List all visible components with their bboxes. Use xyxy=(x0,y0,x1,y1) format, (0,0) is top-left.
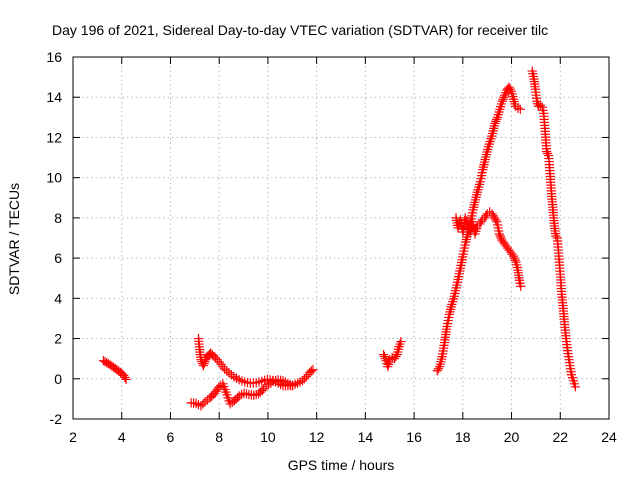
y-tick-label-6: 6 xyxy=(54,250,62,266)
data-point-track-f-35 xyxy=(476,217,486,227)
data-point-track-b-11 xyxy=(198,361,208,371)
grid-layer xyxy=(73,57,609,419)
data-point-track-e-94 xyxy=(492,114,502,124)
series-track-d xyxy=(379,336,406,372)
series-track-g xyxy=(527,66,580,392)
data-point-track-c-51 xyxy=(287,381,297,391)
data-point-track-g-14 xyxy=(535,100,545,110)
data-point-track-e-101 xyxy=(497,96,507,106)
x-tick-label-22: 22 xyxy=(552,429,568,445)
data-point-track-g-13 xyxy=(533,101,543,111)
data-point-track-g-31 xyxy=(543,148,553,159)
x-tick-label-20: 20 xyxy=(504,429,520,445)
data-point-track-e-1 xyxy=(433,364,444,374)
x-axis-title: GPS time / hours xyxy=(288,457,395,473)
y-tick-label-16: 16 xyxy=(46,49,62,65)
x-tick-label-8: 8 xyxy=(215,429,223,445)
data-point-track-b-27 xyxy=(222,366,232,376)
y-tick-label-0: 0 xyxy=(54,371,62,387)
y-tick-label-10: 10 xyxy=(46,170,62,186)
y-tick-label-4: 4 xyxy=(54,290,62,306)
data-point-track-a-2 xyxy=(102,358,112,368)
y-tick-label-14: 14 xyxy=(46,89,62,105)
x-tick-label-10: 10 xyxy=(260,429,276,445)
y-tick-label-2: 2 xyxy=(54,331,62,347)
data-point-track-c-13 xyxy=(212,384,222,394)
data-point-track-d-17 xyxy=(396,336,406,347)
data-point-track-b-13 xyxy=(200,357,210,367)
x-tick-label-14: 14 xyxy=(358,429,374,445)
y-tick-label-8: 8 xyxy=(54,210,62,226)
data-point-track-e-93 xyxy=(491,116,501,126)
data-point-track-a-1 xyxy=(100,357,110,367)
x-tick-label-2: 2 xyxy=(69,429,77,445)
data-point-track-f-44 xyxy=(491,215,501,225)
series-track-f xyxy=(451,207,526,291)
x-tick-label-12: 12 xyxy=(309,429,325,445)
series-track-b xyxy=(193,333,318,391)
data-point-track-b-12 xyxy=(199,359,209,369)
y-axis-title: SDTVAR / TECUs xyxy=(6,183,22,295)
label-layer: Day 196 of 2021, Sidereal Day-to-day VTE… xyxy=(6,22,548,473)
data-point-track-b-61 xyxy=(306,366,316,376)
chart-title: Day 196 of 2021, Sidereal Day-to-day VTE… xyxy=(52,22,548,38)
x-tick-label-6: 6 xyxy=(167,429,175,445)
data-point-track-g-61 xyxy=(551,231,561,241)
data-point-track-b-57 xyxy=(299,374,310,384)
y-tick-label-12: 12 xyxy=(46,129,62,145)
data-point-track-b-56 xyxy=(297,376,308,386)
data-point-track-g-30 xyxy=(542,146,552,157)
data-point-track-f-50 xyxy=(495,231,505,241)
data-point-track-b-19 xyxy=(207,350,217,360)
data-point-track-d-1 xyxy=(379,352,390,362)
data-point-track-f-49 xyxy=(494,229,504,239)
data-point-track-f-72 xyxy=(516,281,526,291)
data-point-track-c-5 xyxy=(198,399,208,409)
data-point-track-e-109 xyxy=(505,84,515,94)
data-point-track-f-62 xyxy=(510,255,520,265)
data-point-track-e-103 xyxy=(499,92,509,102)
data-point-track-b-62 xyxy=(308,365,318,375)
data-point-track-a-13 xyxy=(120,372,130,382)
axis-layer xyxy=(72,56,610,420)
data-point-track-d-0 xyxy=(379,350,389,360)
data-point-track-f-60 xyxy=(508,251,519,261)
data-point-track-g-113 xyxy=(570,382,580,392)
data-point-track-a-14 xyxy=(121,374,131,384)
data-point-track-e-118 xyxy=(515,104,525,114)
x-tick-label-4: 4 xyxy=(118,429,126,445)
data-point-track-c-38 xyxy=(257,385,267,396)
x-tick-label-18: 18 xyxy=(455,429,471,445)
data-point-track-d-2 xyxy=(380,354,390,364)
data-point-track-b-21 xyxy=(210,353,221,363)
data-point-track-f-38 xyxy=(481,211,491,221)
x-tick-label-16: 16 xyxy=(406,429,422,445)
x-tick-label-24: 24 xyxy=(601,429,617,445)
series-track-a xyxy=(98,356,131,384)
data-point-track-b-20 xyxy=(209,351,219,361)
data-point-track-f-61 xyxy=(509,253,519,263)
data-point-track-e-92 xyxy=(490,118,500,128)
data-point-track-d-11 xyxy=(391,352,401,362)
plot-border xyxy=(72,56,610,420)
data-point-track-e-102 xyxy=(498,94,508,104)
y-tick-label--2: -2 xyxy=(50,411,63,427)
mark-layer xyxy=(98,66,580,411)
series-track-c xyxy=(186,375,297,411)
